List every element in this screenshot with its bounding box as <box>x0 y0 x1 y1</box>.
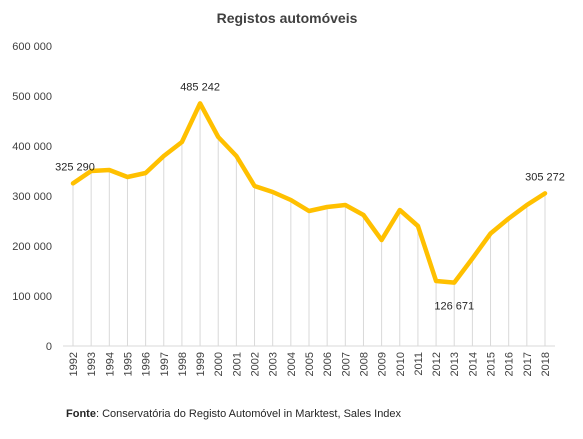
y-tick-label: 200 000 <box>12 241 52 253</box>
x-tick-label: 2003 <box>268 352 280 376</box>
x-tick-label: 2014 <box>467 352 479 376</box>
y-tick-label: 400 000 <box>12 141 52 153</box>
x-tick-label: 2017 <box>522 352 534 376</box>
x-tick-label: 2000 <box>213 352 225 376</box>
x-tick-label: 2002 <box>250 352 262 376</box>
chart-title: Registos automóveis <box>217 10 358 26</box>
x-tick-label: 1992 <box>68 352 80 376</box>
x-tick-label: 1994 <box>104 352 116 376</box>
x-tick-label: 1993 <box>86 352 98 376</box>
drop-lines <box>72 103 546 346</box>
x-tick-label: 2007 <box>340 352 352 376</box>
x-tick-label: 2012 <box>431 352 443 376</box>
x-tick-label: 1998 <box>177 352 189 376</box>
x-tick-label: 2008 <box>358 352 370 376</box>
x-tick-label: 1995 <box>122 352 134 376</box>
y-axis-ticks: 0 100 000 200 000 300 000 400 000 500 000 600 … <box>12 41 52 353</box>
x-tick-label: 2006 <box>322 352 334 376</box>
x-tick-label: 2011 <box>413 352 425 376</box>
x-tick-label: 2005 <box>304 352 316 376</box>
x-tick-label: 2013 <box>449 352 461 376</box>
x-tick-label: 2016 <box>504 352 516 376</box>
source-text: : Conservatória do Registo Automóvel in … <box>95 408 402 420</box>
x-axis-ticks: 1992 1993 1994 1995 1996 1997 1998 1999 2000 2001… <box>68 352 552 376</box>
data-labels: 325 290 485 242 126 671 305 272 <box>55 81 565 312</box>
data-label: 485 242 <box>180 81 220 93</box>
source-label: Fonte <box>66 408 96 420</box>
x-tick-label: 1997 <box>159 352 171 376</box>
x-tick-label: 2015 <box>486 352 498 376</box>
x-tick-label: 2009 <box>377 352 389 376</box>
y-tick-label: 600 000 <box>12 41 52 53</box>
x-tick-label: 1996 <box>141 352 153 376</box>
y-tick-label: 100 000 <box>12 291 52 303</box>
y-tick-label: 300 000 <box>12 191 52 203</box>
x-tick-label: 2004 <box>286 352 298 376</box>
series-line <box>70 101 548 285</box>
y-tick-label: 0 <box>46 341 52 353</box>
data-label: 325 290 <box>55 161 95 173</box>
data-label: 126 671 <box>434 301 474 313</box>
x-tick-label: 2010 <box>395 352 407 376</box>
x-tick-label: 1999 <box>195 352 207 376</box>
source-note: Fonte: Conservatória do Registo Automóve… <box>66 408 401 420</box>
x-tick-label: 2018 <box>540 352 552 376</box>
data-label: 305 272 <box>525 171 565 183</box>
x-tick-label: 2001 <box>231 352 243 376</box>
y-tick-label: 500 000 <box>12 91 52 103</box>
